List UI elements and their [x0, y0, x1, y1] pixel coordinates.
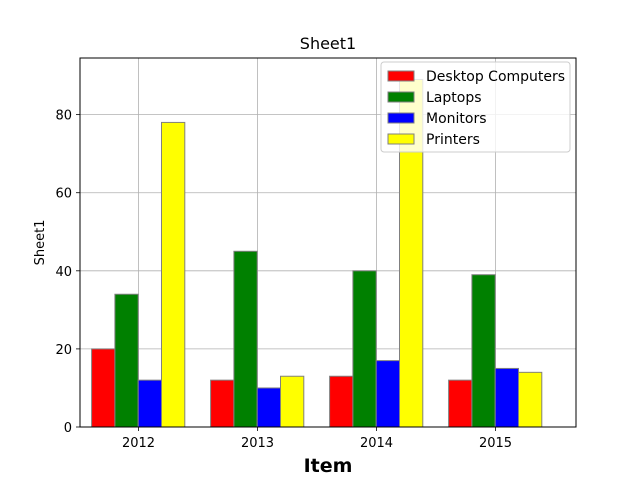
bar: [494, 367, 520, 428]
legend-swatch: [387, 91, 415, 103]
legend: Desktop Computers Laptops Monitors Printers: [380, 61, 571, 153]
legend-box: [380, 61, 571, 153]
bar: [280, 375, 305, 428]
bar: [352, 270, 377, 428]
x-tick-label: 2014: [360, 436, 393, 451]
bar: [137, 379, 162, 428]
legend-label: Laptops: [426, 90, 482, 106]
x-tick-label: 2013: [241, 436, 274, 451]
bar: [256, 387, 282, 428]
legend-swatch: [387, 112, 415, 124]
bar: [233, 250, 258, 428]
bar: [518, 371, 543, 428]
y-tick-label: 80: [55, 109, 72, 124]
bar: [114, 293, 139, 428]
bar: [471, 274, 496, 428]
bar: [210, 379, 235, 428]
y-tick-label: 20: [55, 343, 72, 358]
x-axis-label: Item: [304, 455, 353, 477]
bars: [91, 78, 543, 428]
legend-swatch: [387, 70, 415, 82]
y-tick-label: 60: [55, 187, 72, 202]
y-tick-label: 40: [55, 265, 72, 280]
x-tick-label: 2015: [479, 436, 512, 451]
bar: [91, 348, 116, 428]
legend-label: Monitors: [426, 111, 487, 127]
plot-frame: [79, 57, 577, 428]
bar: [448, 379, 473, 428]
legend-label: Printers: [426, 132, 480, 148]
bar: [329, 375, 354, 428]
legend-swatch: [387, 133, 415, 145]
bar: [375, 360, 401, 428]
y-tick-label: 0: [64, 421, 72, 436]
bar: [161, 121, 186, 428]
axes: 2012 2013 2014 2015 0 20 40 60 80: [55, 109, 512, 451]
y-axis-label: Sheet1: [33, 220, 48, 266]
x-tick-label: 2012: [122, 436, 155, 451]
chart-title: Sheet1: [300, 34, 356, 53]
legend-label: Desktop Computers: [426, 69, 565, 85]
